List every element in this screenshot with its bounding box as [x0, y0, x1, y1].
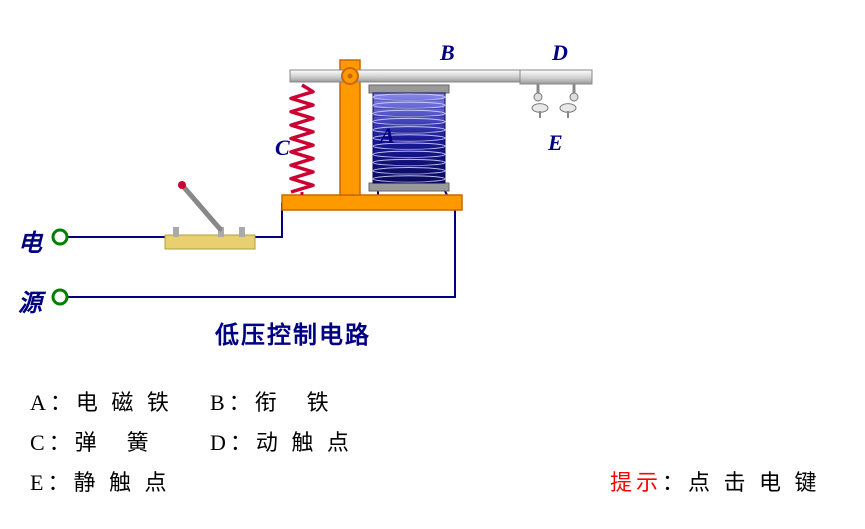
hint: 提示：点 击 电 键 [610, 465, 821, 497]
legend-C: C：弹 簧 [30, 425, 153, 457]
legend-A: A：电 磁 铁 [30, 385, 173, 417]
source-label-1: 电 [18, 223, 42, 258]
legend-E: E：静 触 点 [30, 465, 170, 497]
switch-key[interactable] [155, 177, 265, 252]
label-E: E [548, 130, 563, 156]
legend-D: D：动 触 点 [210, 425, 353, 457]
label-A: A [380, 123, 395, 149]
caption-low-voltage: 低压控制电路 [215, 315, 371, 350]
hint-text: ：点 击 电 键 [662, 470, 821, 495]
legend-B: B：衔 铁 [210, 385, 333, 417]
label-D: D [552, 40, 568, 66]
hint-label: 提示 [610, 470, 662, 495]
label-C: C [275, 135, 290, 161]
label-B: B [440, 40, 455, 66]
source-label-2: 源 [18, 283, 42, 318]
